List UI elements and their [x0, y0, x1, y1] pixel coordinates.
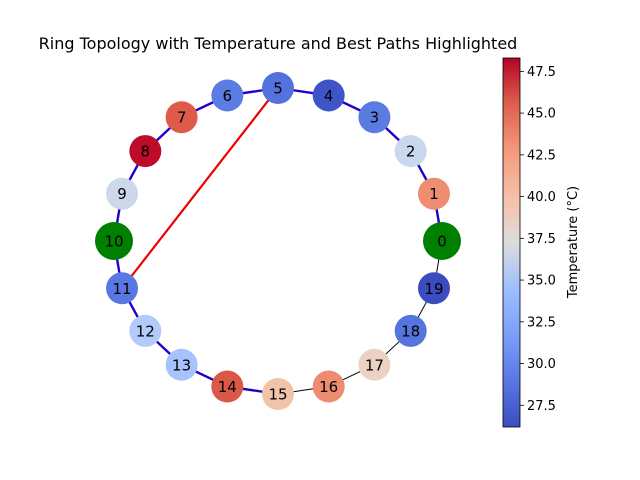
node-circle: [417, 177, 450, 210]
node-label: 19: [424, 280, 443, 298]
node-12: 12: [129, 314, 162, 347]
node-15: 15: [262, 378, 294, 410]
node-0: 0: [423, 222, 461, 260]
node-label: 10: [104, 233, 123, 251]
node-label: 3: [370, 109, 380, 127]
node-label: 2: [406, 143, 416, 161]
node-circle: [417, 272, 450, 305]
node-circle: [312, 79, 345, 112]
colorbar-tick-label: 27.5: [527, 399, 556, 414]
node-label: 17: [365, 356, 384, 374]
node-label: 1: [429, 185, 439, 203]
node-label: 15: [268, 386, 287, 404]
node-16: 16: [312, 370, 345, 403]
node-4: 4: [312, 79, 345, 112]
node-1: 1: [417, 177, 450, 210]
node-label: 13: [172, 356, 191, 374]
node-circle: [423, 222, 461, 260]
temperature-colorbar: 27.5 30.0 32.5 35.0 37.5 40.0 42.5 45.0 47.5 Tem…: [502, 57, 581, 428]
node-circle: [129, 135, 162, 168]
colorbar-tick-label: 40.0: [527, 190, 556, 205]
node-circle: [129, 314, 162, 347]
node-label: 12: [136, 322, 155, 340]
node-label: 8: [141, 143, 151, 161]
node-label: 14: [218, 378, 237, 396]
colorbar-gradient: [502, 57, 521, 428]
node-circle: [358, 348, 391, 381]
node-circle: [262, 378, 294, 410]
node-label: 18: [401, 322, 420, 340]
node-3: 3: [358, 101, 391, 134]
node-label: 4: [324, 87, 334, 105]
node-13: 13: [165, 348, 198, 381]
node-2: 2: [394, 135, 427, 168]
edge-5-11: [121, 87, 279, 289]
node-8: 8: [129, 135, 162, 168]
node-6: 6: [211, 79, 244, 112]
node-label: 5: [273, 80, 283, 98]
node-circle: [165, 348, 198, 381]
node-11: 11: [106, 272, 139, 305]
node-circle: [312, 370, 345, 403]
node-circle: [106, 272, 139, 305]
node-circle: [358, 101, 391, 134]
node-circle: [211, 370, 244, 403]
node-label: 0: [437, 233, 447, 251]
colorbar-tick-label: 32.5: [527, 315, 556, 330]
node-circle: [106, 177, 139, 210]
colorbar-tick-label: 37.5: [527, 232, 556, 247]
node-14: 14: [211, 370, 244, 403]
node-circle: [211, 79, 244, 112]
colorbar-tick-label: 45.0: [527, 107, 556, 122]
node-label: 16: [319, 378, 338, 396]
node-5: 5: [262, 72, 294, 104]
node-label: 11: [112, 280, 131, 298]
edge-layer: [112, 86, 444, 396]
colorbar-tick-label: 47.5: [527, 65, 556, 80]
node-10: 10: [95, 222, 133, 260]
node-circle: [394, 314, 427, 347]
colorbar-ticks: 27.5 30.0 32.5 35.0 37.5 40.0 42.5 45.0 47.5: [520, 65, 556, 414]
node-label: 6: [223, 87, 233, 105]
colorbar-tick-label: 35.0: [527, 274, 556, 289]
node-circle: [394, 135, 427, 168]
node-label: 7: [177, 109, 187, 127]
node-18: 18: [394, 314, 427, 347]
node-label: 9: [117, 185, 127, 203]
node-circle: [262, 72, 294, 104]
node-9: 9: [106, 177, 139, 210]
node-circle: [165, 101, 198, 134]
colorbar-label: Temperature (°C): [566, 186, 581, 299]
node-17: 17: [358, 348, 391, 381]
colorbar-tick-label: 42.5: [527, 148, 556, 163]
node-7: 7: [165, 101, 198, 134]
node-19: 19: [417, 272, 450, 305]
node-circle: [95, 222, 133, 260]
figure-title: Ring Topology with Temperature and Best …: [39, 34, 518, 53]
colorbar-tick-label: 30.0: [527, 357, 556, 372]
